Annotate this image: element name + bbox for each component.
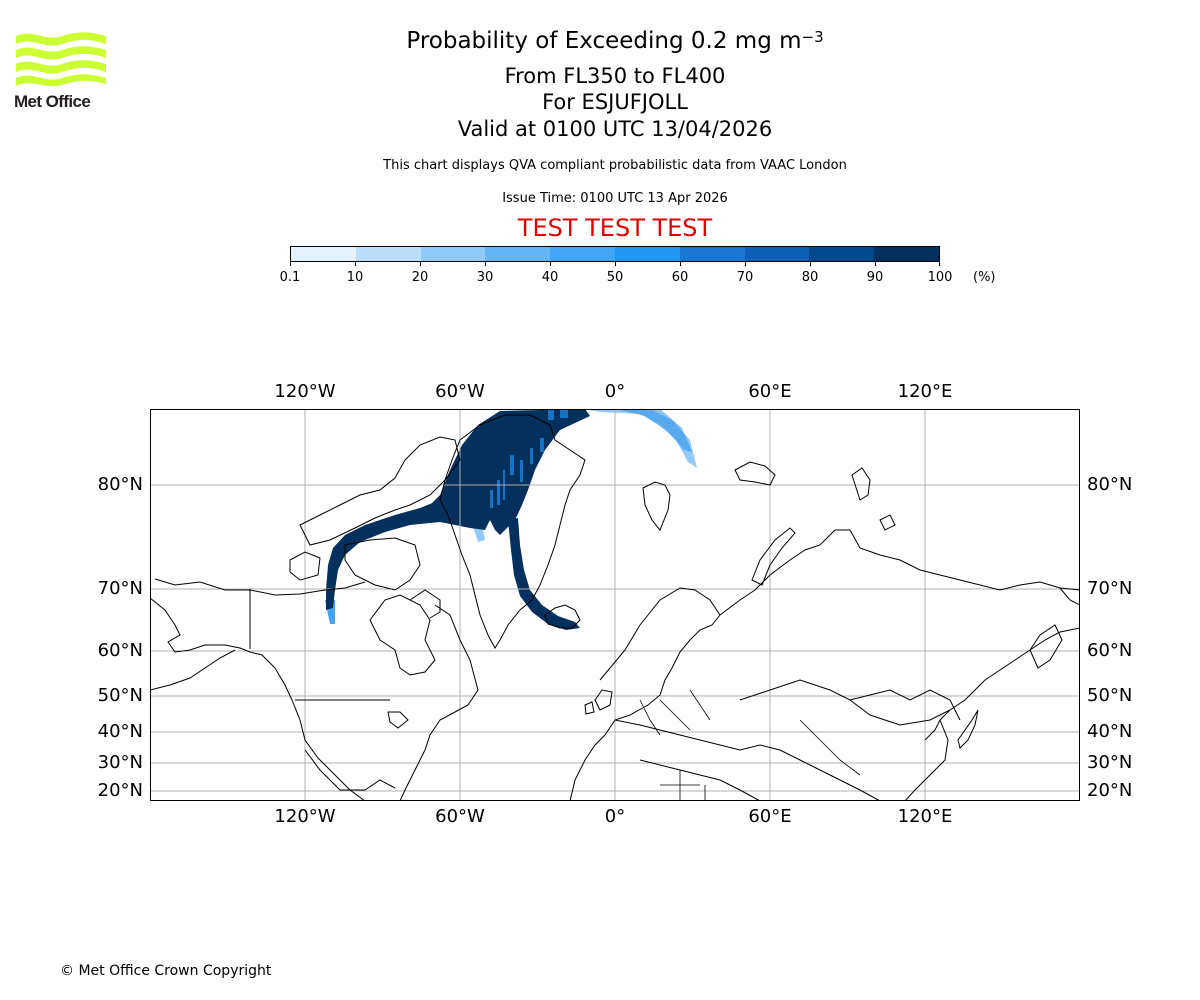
level-range: From FL350 to FL400 xyxy=(504,64,726,88)
colorbar-tick-label: 80 xyxy=(801,270,819,285)
colorbar-tick-label: 100 xyxy=(927,270,953,285)
lon-label-bottom: 120°E xyxy=(897,806,953,827)
lon-label-bottom: 60°W xyxy=(435,806,485,827)
colorbar-tick-label: 70 xyxy=(736,270,754,285)
colorbar-tick-label: 10 xyxy=(346,270,364,285)
colorbar-tick xyxy=(355,262,356,266)
lat-label-right: 30°N xyxy=(1087,752,1133,773)
lat-label-right: 70°N xyxy=(1087,578,1133,599)
colorbar-tick-label: 90 xyxy=(866,270,884,285)
gridlines xyxy=(150,409,1080,801)
lon-label-top: 0° xyxy=(604,381,626,402)
lat-label-right: 60°N xyxy=(1087,640,1133,661)
volcano-name: For ESJUFJOLL xyxy=(542,90,688,114)
colorbar-segment xyxy=(809,247,875,261)
copyright: © Met Office Crown Copyright xyxy=(60,963,272,979)
met-office-waves-icon xyxy=(16,32,106,87)
colorbar-tick-label: 50 xyxy=(606,270,624,285)
map-panel xyxy=(150,409,1080,801)
title-main: Probability of Exceeding 0.2 mg m xyxy=(406,28,802,54)
lat-label-left: 50°N xyxy=(97,685,143,706)
lon-label-bottom: 60°E xyxy=(748,806,792,827)
valid-time: Valid at 0100 UTC 13/04/2026 xyxy=(457,117,773,141)
lon-label-bottom: 0° xyxy=(604,806,626,827)
colorbar-tick xyxy=(939,262,940,266)
colorbar-tick xyxy=(745,262,746,266)
colorbar-segment xyxy=(874,247,939,261)
colorbar-tick xyxy=(550,262,551,266)
colorbar-tick xyxy=(420,262,421,266)
colorbar-tick xyxy=(485,262,486,266)
colorbar-segment xyxy=(614,247,680,261)
lat-label-left: 30°N xyxy=(97,752,143,773)
colorbar-segment xyxy=(420,247,486,261)
lat-label-left: 20°N xyxy=(97,780,143,801)
colorbar-segment xyxy=(679,247,745,261)
map-frame xyxy=(150,409,1080,801)
lon-label-top: 120°W xyxy=(274,381,336,402)
issue-time: Issue Time: 0100 UTC 13 Apr 2026 xyxy=(502,191,728,206)
lat-label-right: 80°N xyxy=(1087,474,1133,495)
test-banner: TEST TEST TEST xyxy=(517,214,713,242)
lat-label-right: 20°N xyxy=(1087,780,1133,801)
chart-description: This chart displays QVA compliant probab… xyxy=(383,158,847,173)
lon-label-top: 60°W xyxy=(435,381,485,402)
lat-label-left: 60°N xyxy=(97,640,143,661)
lon-label-bottom: 120°W xyxy=(274,806,336,827)
colorbar-segment xyxy=(550,247,615,261)
lat-label-left: 80°N xyxy=(97,474,143,495)
title-superscript: −3 xyxy=(801,28,824,46)
colorbar-tick xyxy=(290,262,291,266)
coastlines xyxy=(150,414,1080,801)
colorbar-tick-label: 0.1 xyxy=(279,270,301,285)
lon-label-top: 60°E xyxy=(748,381,792,402)
lon-label-top: 120°E xyxy=(897,381,953,402)
logo-text: Met Office xyxy=(14,92,91,111)
colorbar-tick-label: 60 xyxy=(671,270,689,285)
colorbar-tick-label: 20 xyxy=(411,270,429,285)
lat-label-right: 50°N xyxy=(1087,685,1133,706)
colorbar-segment xyxy=(485,247,551,261)
chart-title: Probability of Exceeding 0.2 mg m−3 xyxy=(0,26,1200,56)
colorbar-segment xyxy=(291,247,356,261)
colorbar-tick xyxy=(615,262,616,266)
colorbar xyxy=(290,246,940,262)
colorbar-tick xyxy=(680,262,681,266)
country-borders xyxy=(639,689,861,801)
lat-label-right: 40°N xyxy=(1087,721,1133,742)
colorbar-unit: (%) xyxy=(973,270,996,285)
met-office-logo: Met Office xyxy=(14,30,109,112)
colorbar-tick xyxy=(810,262,811,266)
colorbar-tick-label: 40 xyxy=(541,270,559,285)
colorbar-segment xyxy=(355,247,421,261)
colorbar-tick-label: 30 xyxy=(476,270,494,285)
colorbar-segment xyxy=(744,247,810,261)
colorbar-tick xyxy=(875,262,876,266)
lat-label-left: 40°N xyxy=(97,721,143,742)
lat-label-left: 70°N xyxy=(97,578,143,599)
